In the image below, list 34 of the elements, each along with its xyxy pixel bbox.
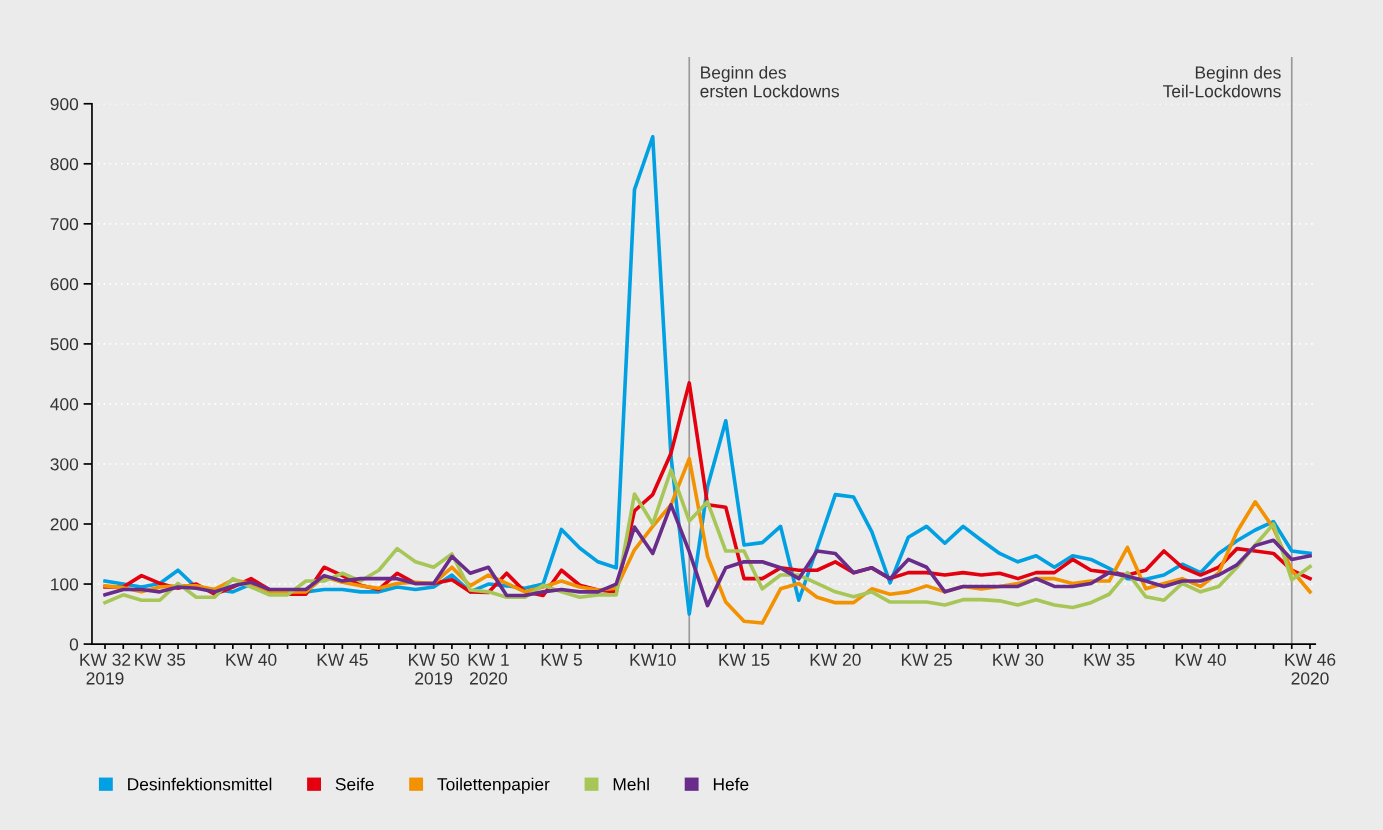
- line-series: [103, 468, 1312, 610]
- ref-line-label: Beginn des Teil-Lockdowns: [1163, 65, 1281, 98]
- x-tick-label: KW 30: [993, 653, 1044, 666]
- x-tick-label: KW 25: [901, 653, 952, 666]
- y-tick-label: 100: [51, 578, 79, 591]
- legend-label: Desinfektionsmittel: [128, 777, 272, 791]
- y-tick-label: 900: [50, 97, 79, 111]
- x-tick-label: KW 20: [810, 653, 861, 666]
- x-tick-label: KW 1 2020: [468, 653, 509, 685]
- y-tick-label: 400: [50, 398, 79, 411]
- y-tick-label: 200: [50, 518, 79, 531]
- x-tick-label: KW 40: [1175, 653, 1226, 666]
- legend-label: Seife: [335, 777, 374, 791]
- y-tick-label: 0: [69, 638, 79, 651]
- legend-label: Hefe: [713, 777, 749, 791]
- x-tick-label: KW 15: [719, 653, 770, 666]
- x-tick-label: KW 5: [541, 653, 582, 666]
- y-tick-label: 600: [50, 278, 79, 291]
- x-tick-label: KW 46 2020: [1285, 653, 1336, 685]
- x-tick-label: KW 40: [226, 653, 277, 666]
- x-tick-label: KW 35: [1084, 653, 1135, 666]
- y-tick-label: 300: [50, 458, 79, 471]
- x-tick-label: KW10: [630, 653, 676, 666]
- x-tick-label: KW 50 2019: [409, 653, 460, 685]
- x-tick-label: KW 32 2019: [80, 653, 131, 685]
- y-tick-label: 800: [50, 157, 79, 171]
- line-series: [103, 502, 1312, 608]
- x-tick-label: KW 35: [135, 653, 186, 666]
- ref-line-label: Beginn des ersten Lockdowns: [700, 65, 839, 98]
- legend-label: Toilettenpapier: [437, 777, 550, 794]
- y-tick-label: 700: [50, 217, 79, 231]
- x-tick-label: KW 45: [317, 653, 368, 666]
- legend-label: Mehl: [613, 777, 649, 791]
- y-tick-label: 500: [50, 338, 79, 351]
